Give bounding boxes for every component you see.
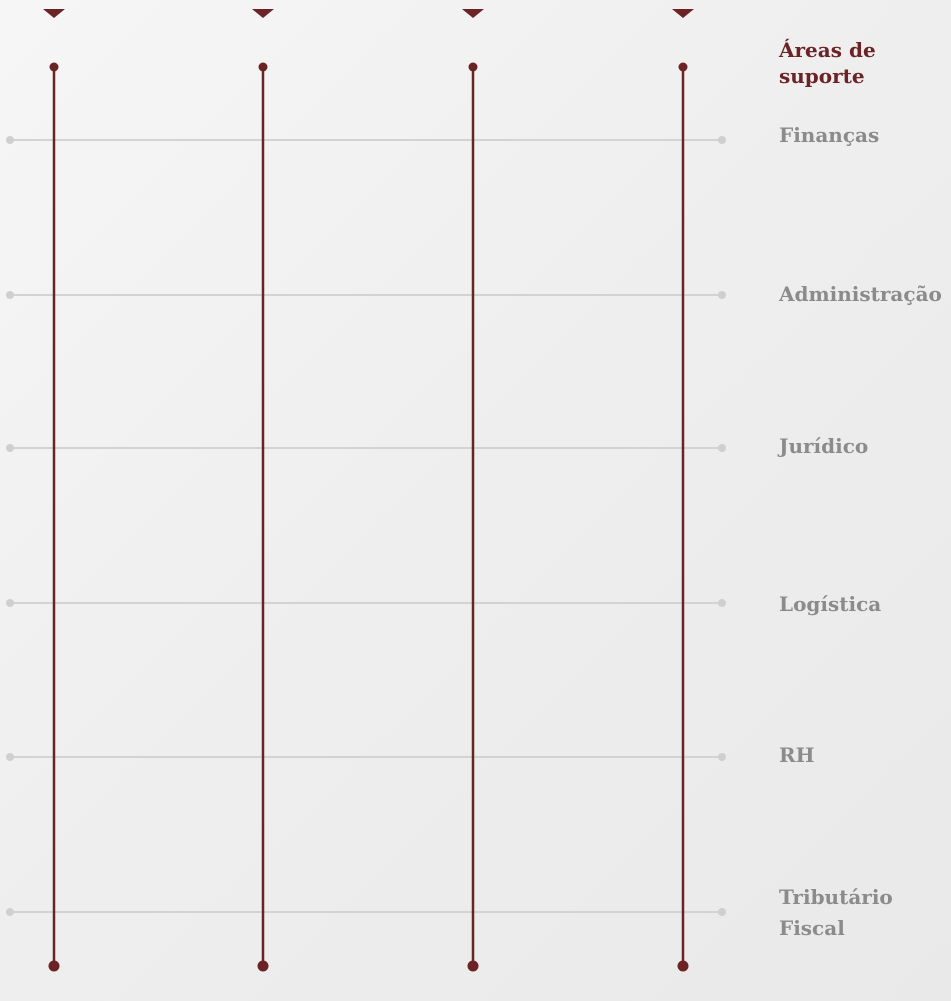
row-line-start-dot xyxy=(6,136,14,144)
row-label-fiscal: Fiscal xyxy=(779,916,845,940)
row-line-start-dot xyxy=(6,753,14,761)
row-label-tributario: Tributário xyxy=(779,885,893,909)
column-arrow-down-icon xyxy=(672,9,694,18)
row-line-start-dot xyxy=(6,444,14,452)
section-title-line-1: Áreas de xyxy=(779,38,876,62)
row-line-end-dot xyxy=(718,291,726,299)
section-title-line-2: suporte xyxy=(779,64,865,88)
column-line-top-dot xyxy=(258,62,268,72)
row-line-end-dot xyxy=(718,753,726,761)
column-arrow-down-icon xyxy=(462,9,484,18)
column-arrow-down-icon xyxy=(252,9,274,18)
column-line-bottom-dot xyxy=(467,960,479,972)
column-line-top-dot xyxy=(49,62,59,72)
row-line-end-dot xyxy=(718,444,726,452)
column-arrow-down-icon xyxy=(43,9,65,18)
row-line-end-dot xyxy=(718,599,726,607)
row-line-end-dot xyxy=(718,136,726,144)
row-label-logistica: Logística xyxy=(779,592,882,616)
row-line-end-dot xyxy=(718,908,726,916)
row-line-start-dot xyxy=(6,908,14,916)
column-line-top-dot xyxy=(468,62,478,72)
column-line-bottom-dot xyxy=(257,960,269,972)
row-label-financas: Finanças xyxy=(779,123,880,147)
row-label-administracao: Administração xyxy=(779,282,942,306)
row-label-juridico: Jurídico xyxy=(779,434,869,458)
row-line-start-dot xyxy=(6,599,14,607)
column-line-top-dot xyxy=(678,62,688,72)
row-label-rh: RH xyxy=(779,743,815,767)
row-lines xyxy=(6,136,726,916)
column-line-bottom-dot xyxy=(677,960,689,972)
column-line-bottom-dot xyxy=(48,960,60,972)
row-line-start-dot xyxy=(6,291,14,299)
column-lines xyxy=(43,9,694,972)
row-label-tributario-fiscal: Tributário Fiscal xyxy=(779,884,893,941)
section-title: Áreas de suporte xyxy=(779,37,876,89)
